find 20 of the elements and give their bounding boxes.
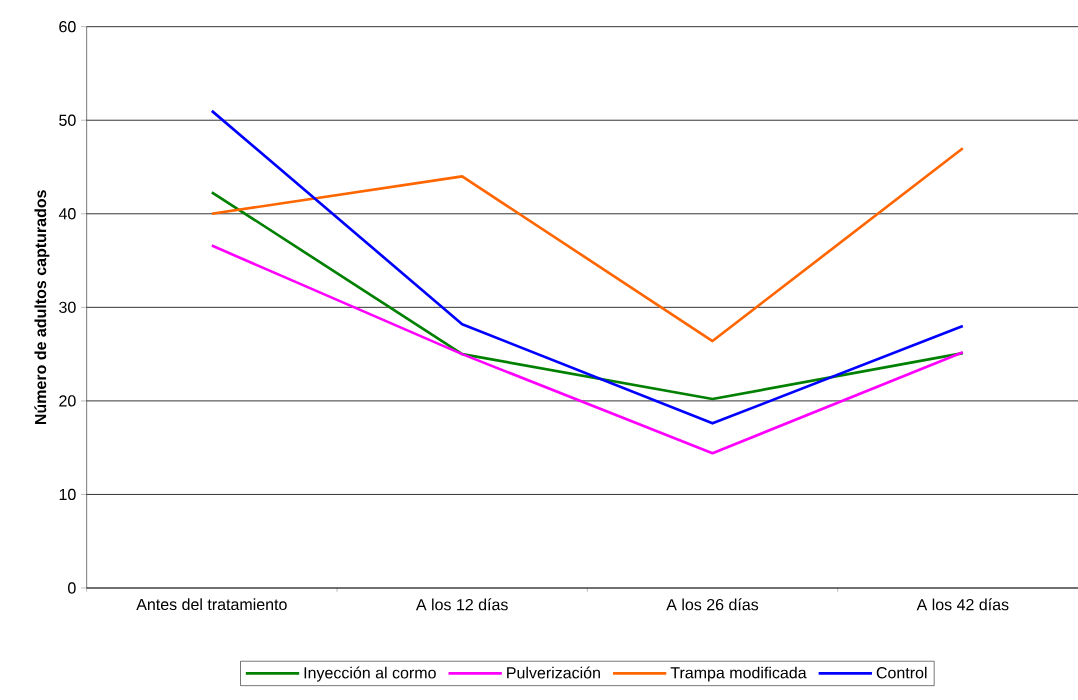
y-tick-label: 30: [59, 301, 76, 314]
x-tick-label: Antes del tratamiento: [136, 598, 287, 611]
x-tick-label: A los 26 días: [666, 598, 759, 611]
y-tick-label: 0: [68, 582, 76, 594]
legend-label: Trampa modificada: [670, 666, 807, 682]
line-series: [210, 244, 965, 455]
legend-label: Inyección al cormo: [304, 666, 436, 682]
y-tick-label: 40: [58, 208, 76, 220]
x-tick-label: A los 12 días: [415, 598, 508, 611]
y-tick-label: 20: [59, 395, 76, 407]
x-tick-label: A los 42 días: [916, 598, 1009, 611]
y-axis-title: Número de adultos capturados: [34, 190, 50, 425]
y-tick-label: 50: [59, 114, 76, 126]
line-series: [210, 146, 965, 343]
legend-label: Control: [876, 666, 927, 679]
y-tick-label: 60: [59, 21, 76, 33]
legend-label: Pulverización: [507, 666, 600, 679]
y-tick-label: 10: [59, 488, 76, 501]
line-series: [210, 190, 965, 401]
line-series: [210, 109, 965, 425]
